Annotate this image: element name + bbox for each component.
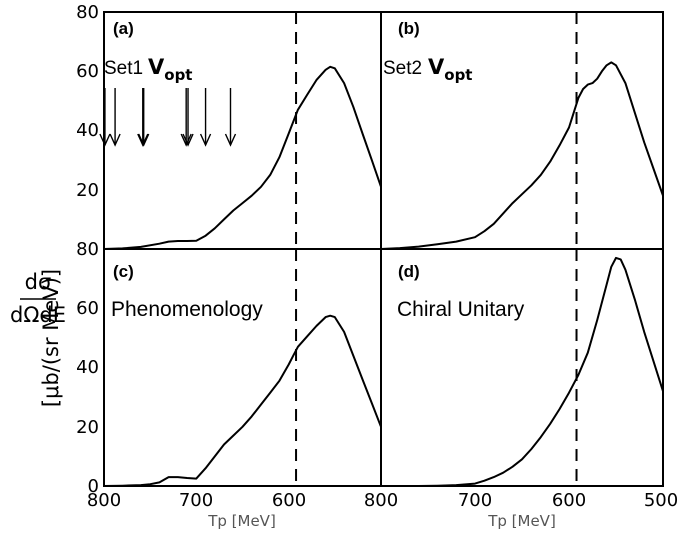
panel-c-frame [103, 248, 382, 487]
ytick-top-40: 40 [76, 120, 99, 141]
ytick-bot-40: 40 [76, 357, 99, 378]
panel-d-text: Chiral Unitary [397, 298, 525, 321]
panel-b-curve [380, 61, 664, 250]
xtick-left-700: 700 [179, 490, 213, 511]
panel-b-label: (b) [398, 19, 420, 38]
ytick-bot-60: 60 [76, 298, 99, 319]
chart-marks [99, 12, 664, 487]
xtick-left-600: 600 [272, 490, 306, 511]
panel-b-vopt-main: V [428, 55, 445, 79]
xtick-right-700: 700 [458, 490, 492, 511]
panel-a-arrowhead-7 [224, 133, 237, 147]
ylabel-denominator: dΩdE [10, 303, 66, 327]
panel-a-vopt-sub: opt [164, 66, 192, 84]
panel-c-label: (c) [113, 262, 134, 281]
panel-a-vopt: Vopt [148, 55, 192, 84]
panel-a-arrowhead-4 [180, 133, 192, 147]
ylabel-numerator: dσ [25, 270, 52, 294]
ytick-top-60: 60 [76, 61, 99, 82]
panel-a-arrowhead-2 [137, 133, 149, 147]
xlabel-left: Tp [MeV] [207, 512, 276, 530]
panel-b-frame [380, 11, 664, 250]
xtick-right-600: 600 [552, 490, 586, 511]
panel-a-curve [103, 65, 382, 250]
ylabel-unit: [μb/(sr MeV)] [39, 269, 63, 407]
ytick-bot-20: 20 [76, 417, 99, 438]
xtick-right-500: 500 [644, 490, 678, 511]
ytick-top-20: 20 [76, 180, 99, 201]
ytick-bot-0: 0 [88, 476, 99, 497]
panel-a-vopt-main: V [148, 55, 165, 79]
panel-a-arrowhead-5 [182, 133, 194, 147]
panel-b-set-label: Set2 [383, 58, 422, 79]
panel-c-curve [103, 314, 382, 487]
panel-b-vopt-sub: opt [444, 66, 472, 84]
xtick-shared-800: 800 [364, 490, 398, 511]
panel-d-curve [381, 256, 664, 487]
panel-c-text: Phenomenology [111, 298, 263, 321]
panel-a-arrowhead-6 [199, 133, 212, 147]
ytick-top-80: 80 [76, 2, 99, 23]
panel-a-arrowhead-3 [138, 133, 150, 147]
panel-a-frame [103, 11, 382, 250]
panel-a-set-label: Set1 [104, 58, 143, 79]
panel-d-frame [380, 248, 664, 487]
panel-d-label: (d) [398, 262, 420, 281]
ytick-mid-80: 80 [76, 239, 99, 260]
panel-a-arrowhead-0 [99, 133, 111, 147]
xtick-left-800: 800 [87, 490, 121, 511]
panel-a-label: (a) [113, 19, 134, 38]
panel-a-arrowhead-1 [109, 133, 121, 147]
y-axis-label: dσ dΩdE [μb/(sr MeV)] [10, 269, 66, 407]
panel-b-vopt: Vopt [428, 55, 472, 84]
xlabel-right: Tp [MeV] [487, 512, 556, 530]
